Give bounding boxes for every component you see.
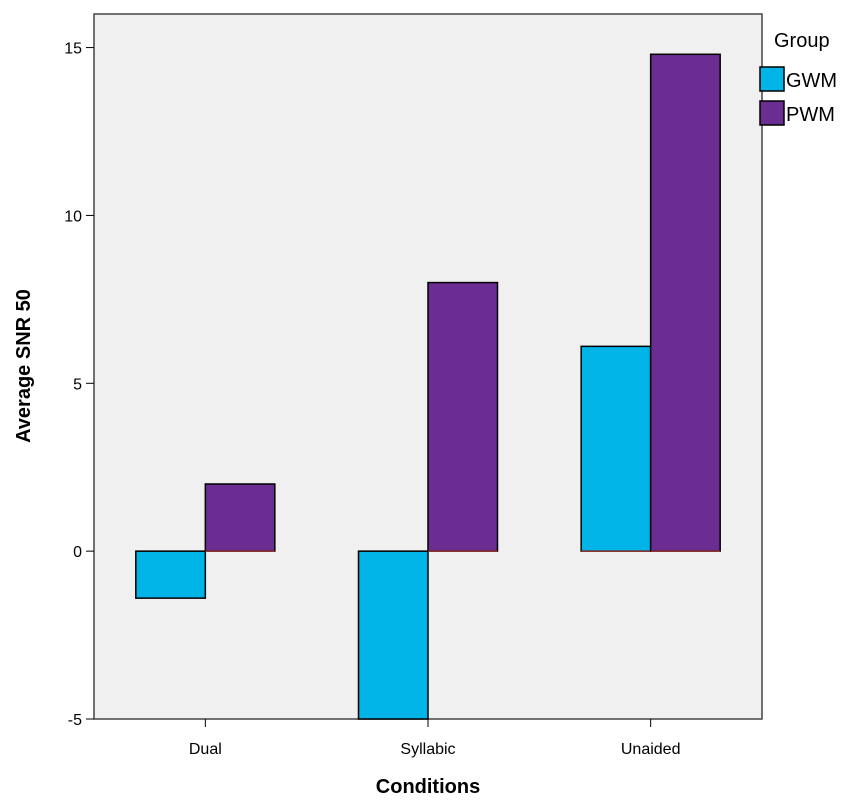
bars-layer [135, 53, 721, 720]
y-tick-label: 5 [73, 376, 82, 393]
bar-pwm-dual [204, 483, 276, 552]
legend-label-gwm: GWM [786, 70, 837, 92]
x-tick-label: Dual [189, 741, 222, 758]
bar-pwm-unaided [649, 53, 721, 552]
bar-pwm-syllabic [427, 281, 499, 552]
x-tick-label: Syllabic [400, 741, 455, 758]
legend: Group GWM PWM [759, 30, 837, 126]
legend-label-pwm: PWM [786, 104, 835, 126]
x-axis: Dual Syllabic Unaided [189, 719, 681, 758]
y-tick-label: 10 [64, 208, 82, 225]
y-tick-label: -5 [68, 712, 82, 729]
x-tick-label: Unaided [621, 741, 681, 758]
bar-gwm-unaided [580, 345, 652, 552]
legend-swatch-pwm [759, 100, 785, 126]
y-tick-label: 15 [64, 41, 82, 58]
legend-title: Group [774, 30, 830, 52]
y-axis-title: Average SNR 50 [13, 289, 35, 443]
legend-swatch-gwm [759, 66, 785, 92]
bar-gwm-dual [135, 550, 207, 599]
x-axis-title: Conditions [376, 776, 480, 798]
y-axis: -5 0 5 10 15 [64, 41, 94, 729]
bar-gwm-syllabic [357, 550, 429, 720]
y-tick-label: 0 [73, 544, 82, 561]
